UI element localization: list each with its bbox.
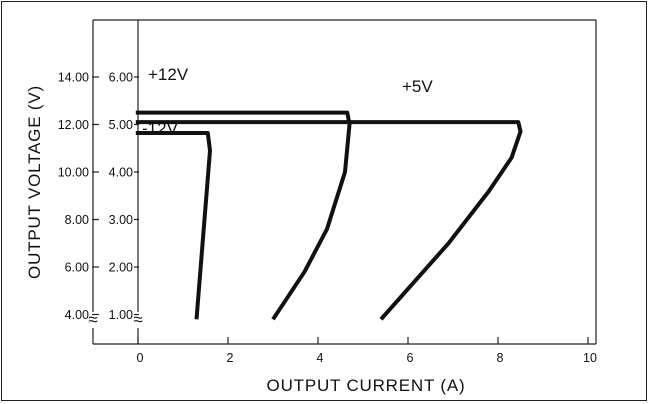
y-tick-label-inner: 3.00: [109, 213, 133, 227]
y-tick-label-inner: 1.00: [109, 308, 133, 322]
x-axis-label: OUTPUT CURRENT (A): [267, 376, 466, 395]
inner-axis-break-symbol: ≈: [133, 310, 142, 329]
series-curve-5v: [135, 120, 523, 321]
y-axis-label: OUTPUT VOLTAGE (V): [25, 85, 44, 279]
series-label-12v: -12V: [142, 119, 179, 138]
y-tick-label-inner: 2.00: [109, 261, 133, 275]
x-tick-label: 4: [317, 351, 324, 365]
y-tick-label-inner: 4.00: [109, 166, 133, 180]
y-tick-label-outer: 4.00: [65, 308, 89, 322]
outer-axis-break-symbol: ≈: [88, 310, 97, 329]
x-tick-label: 2: [227, 351, 234, 365]
series-label-5v: +5V: [402, 77, 433, 96]
x-tick-label: 8: [497, 351, 504, 365]
x-tick-label: 6: [407, 351, 414, 365]
y-tick-label-outer: 6.00: [65, 261, 89, 275]
series-label-12v: +12V: [148, 65, 189, 84]
y-tick-label-outer: 8.00: [65, 213, 89, 227]
x-tick-label: 0: [137, 351, 144, 365]
y-tick-label-outer: 14.00: [58, 71, 89, 85]
series-curve-12v: [135, 110, 352, 321]
y-tick-label-outer: 12.00: [58, 118, 89, 132]
series-curve-12v: [135, 131, 212, 320]
y-tick-label-outer: 10.00: [58, 166, 89, 180]
chart-axes: ≈ ≈: [88, 19, 597, 345]
series-curves: [135, 110, 523, 321]
y-tick-label-inner: 5.00: [109, 118, 133, 132]
y-tick-label-inner: 6.00: [109, 71, 133, 85]
chart-labels: 14.00 6.00 12.00 5.00 10.00 4.00 8.00 3.00 6.00 2…: [25, 65, 597, 395]
x-tick-label: 10: [583, 351, 597, 365]
